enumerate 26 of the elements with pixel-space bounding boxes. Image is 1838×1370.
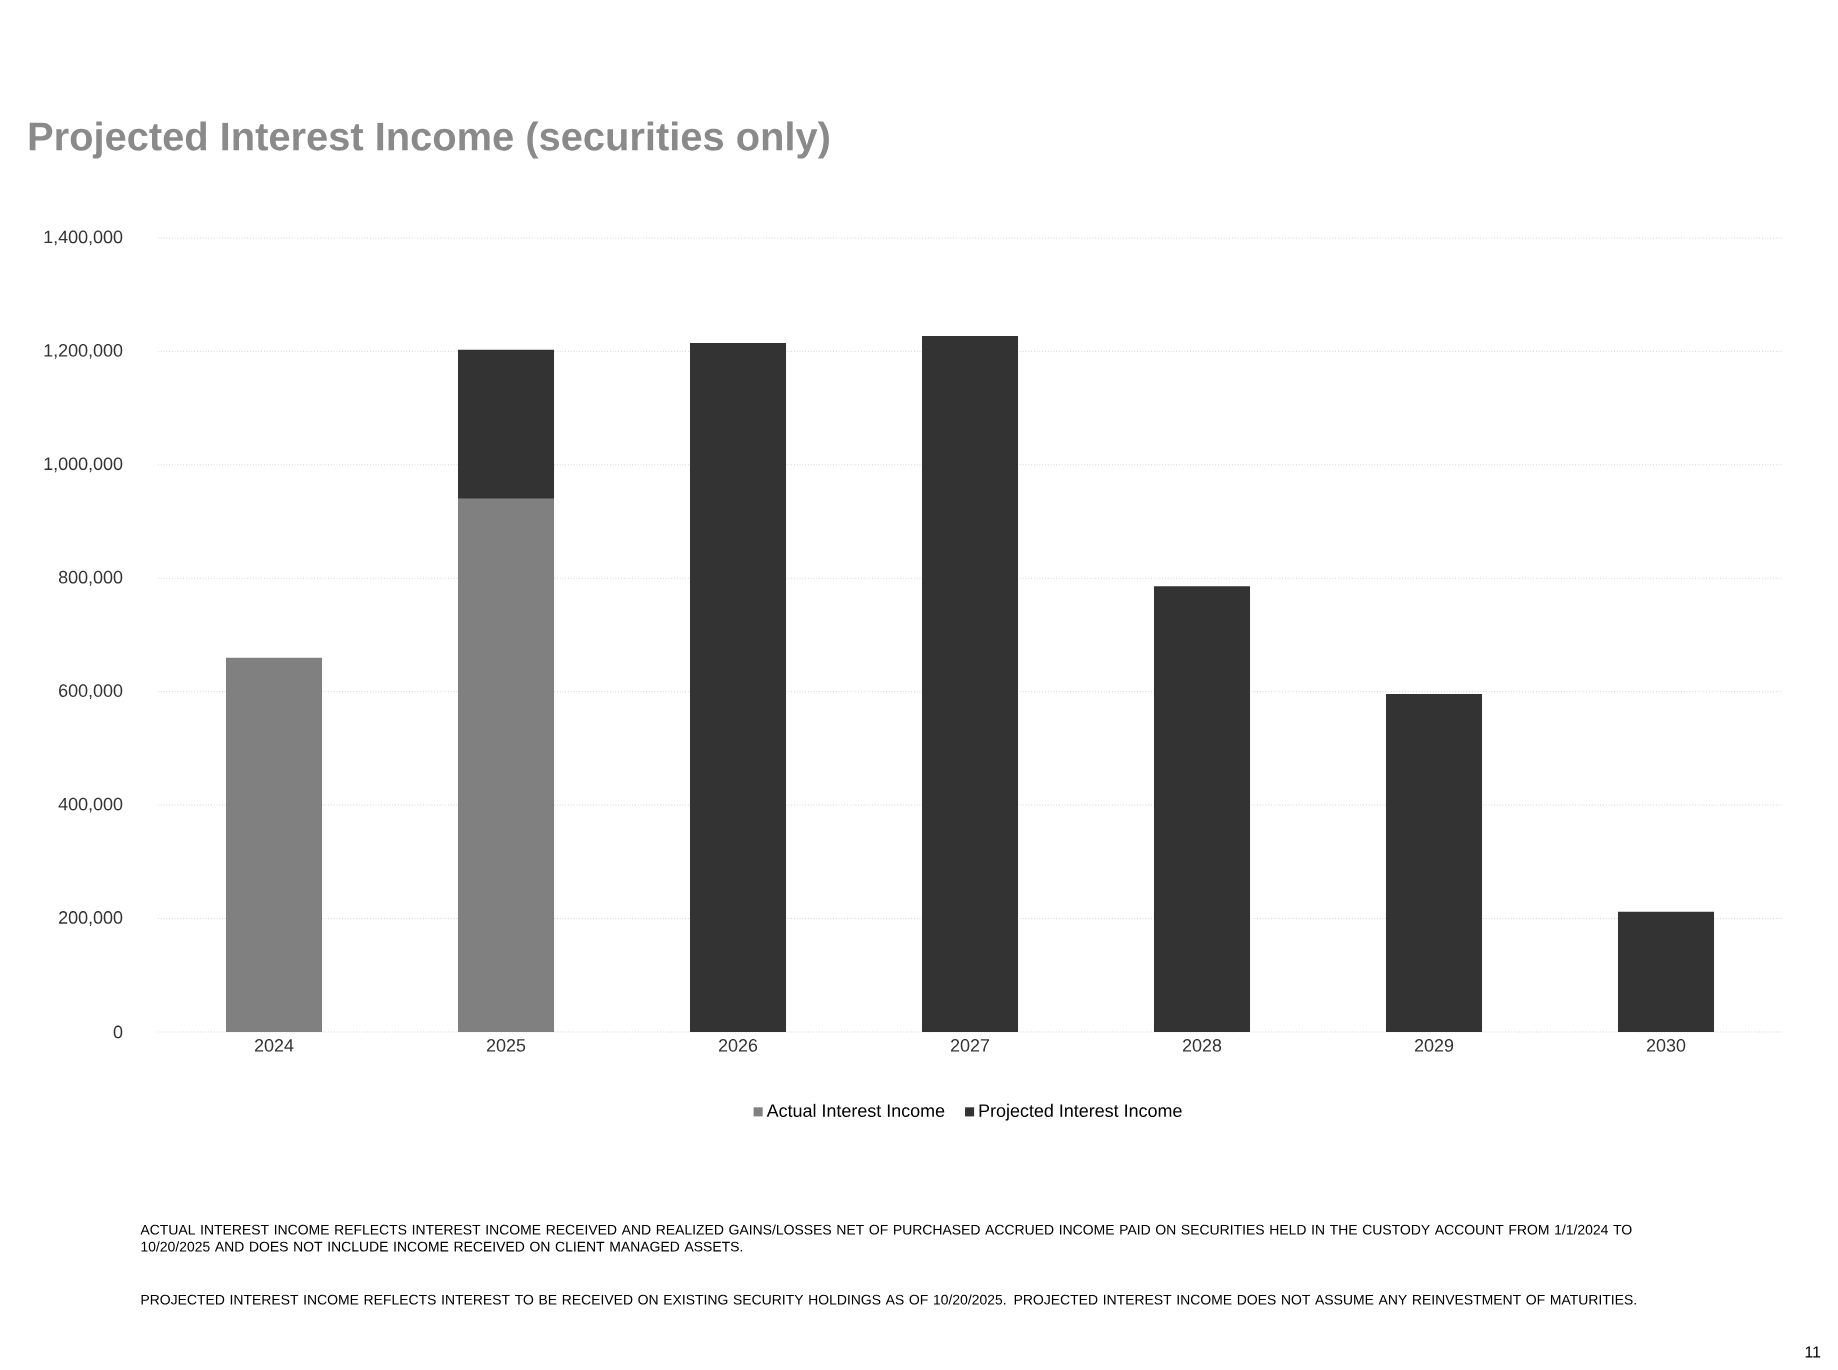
y-tick-label: 800,000 — [58, 570, 123, 586]
x-tick-label: 2027 — [950, 1039, 990, 1052]
y-tick-label: 1,200,000 — [44, 343, 123, 359]
bar — [457, 498, 555, 1032]
y-tick-label: 400,000 — [58, 797, 123, 813]
chart-title: Projected Interest Income (securities only) — [29, 121, 829, 159]
x-tick-label: 2025 — [486, 1039, 526, 1052]
x-tick-label: 2024 — [254, 1039, 294, 1052]
x-tick-label: 2026 — [718, 1039, 758, 1052]
x-tick-label: 2028 — [1182, 1039, 1222, 1052]
x-tick-label: 2029 — [1414, 1039, 1454, 1052]
bar — [457, 349, 555, 499]
legend-label: Actual Interest Income — [766, 1103, 945, 1118]
y-tick-label: 1,000,000 — [44, 457, 123, 473]
bar — [921, 336, 1019, 1032]
y-tick-label: 200,000 — [59, 911, 123, 926]
y-tick-label: 0 — [113, 1025, 123, 1039]
legend-label: Projected Interest Income — [979, 1103, 1182, 1121]
bar — [225, 657, 323, 1032]
y-tick-label: 1,400,000 — [44, 230, 123, 246]
y-tick-label: 600,000 — [59, 684, 123, 700]
bar — [1153, 586, 1251, 1032]
x-tick-label: 2030 — [1646, 1039, 1686, 1052]
bar — [689, 342, 787, 1032]
bar — [1385, 693, 1483, 1032]
bar — [1617, 911, 1715, 1032]
